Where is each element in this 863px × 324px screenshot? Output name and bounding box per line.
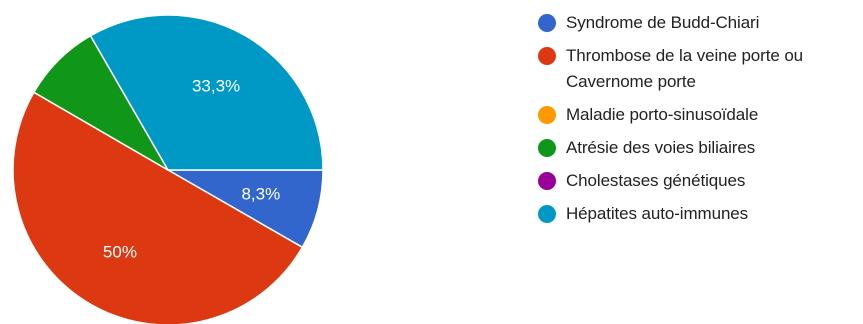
pie-slice-label-1: 50% xyxy=(103,243,137,262)
pie-slices xyxy=(12,14,324,324)
legend-swatch-thrombose xyxy=(538,47,556,65)
pie-slice-label-0: 8,3% xyxy=(241,184,280,203)
chart-legend: Syndrome de Budd-Chiari Thrombose de la … xyxy=(538,10,863,234)
pie-slice-label-5: 33,3% xyxy=(192,76,240,95)
legend-item-thrombose[interactable]: Thrombose de la veine porte ou Cavernome… xyxy=(538,43,863,95)
legend-label: Thrombose de la veine porte ou Cavernome… xyxy=(566,46,804,91)
legend-swatch-cholestases xyxy=(538,172,556,190)
pie-slice-5[interactable] xyxy=(89,14,324,171)
legend-item-cholestases[interactable]: Cholestases génétiques xyxy=(538,168,863,194)
legend-item-porto-sinusoidale[interactable]: Maladie porto-sinusoïdale xyxy=(538,102,863,128)
legend-label: Syndrome de Budd-Chiari xyxy=(566,13,760,32)
legend-label: Cholestases génétiques xyxy=(566,171,746,190)
pie-chart: 8,3% 50% 33,3% xyxy=(12,14,324,324)
legend-label: Maladie porto-sinusoïdale xyxy=(566,105,759,124)
legend-item-budd-chiari[interactable]: Syndrome de Budd-Chiari xyxy=(538,10,863,36)
legend-swatch-porto-sinusoidale xyxy=(538,106,556,124)
legend-swatch-atresie xyxy=(538,139,556,157)
legend-label: Atrésie des voies biliaires xyxy=(566,138,756,157)
legend-swatch-hepatites xyxy=(538,205,556,223)
pie-slice-1[interactable] xyxy=(12,91,304,324)
legend-label: Hépatites auto-immunes xyxy=(566,204,749,223)
pie-slice-labels: 8,3% 50% 33,3% xyxy=(103,76,280,261)
legend-item-hepatites[interactable]: Hépatites auto-immunes xyxy=(538,201,863,227)
legend-item-atresie[interactable]: Atrésie des voies biliaires xyxy=(538,135,863,161)
legend-swatch-budd-chiari xyxy=(538,14,556,32)
